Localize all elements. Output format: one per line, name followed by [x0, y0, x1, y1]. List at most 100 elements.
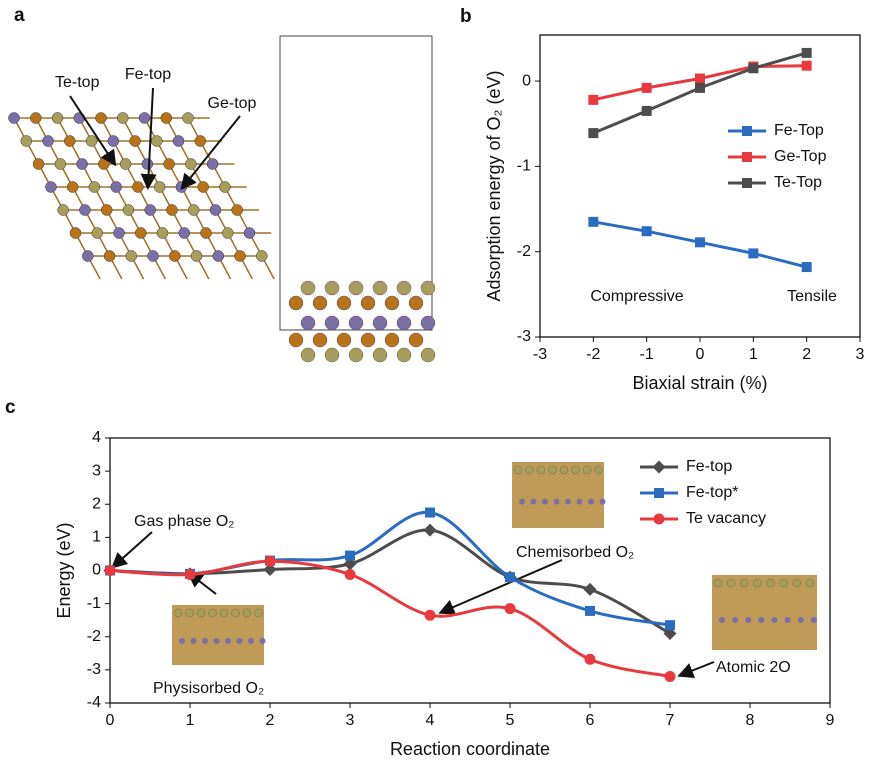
atom [130, 136, 141, 147]
atom [772, 617, 778, 623]
atom [104, 251, 115, 262]
y-tick-label: 3 [92, 462, 101, 479]
atom [397, 316, 411, 330]
atom [727, 579, 735, 587]
legend-marker [654, 514, 665, 525]
atom [758, 617, 764, 623]
atom [82, 251, 93, 262]
atom [151, 136, 162, 147]
marker [585, 654, 596, 665]
marker [505, 572, 515, 582]
atom [719, 617, 725, 623]
atom [337, 296, 351, 310]
atom [714, 579, 722, 587]
y-tick-label: -1 [87, 595, 101, 612]
atom [198, 182, 209, 193]
y-tick-label: -2 [517, 243, 531, 260]
atom [349, 348, 363, 362]
y-tick-label: -3 [517, 328, 531, 345]
marker [695, 83, 705, 93]
atom [9, 113, 20, 124]
atom [361, 296, 375, 310]
atom [67, 182, 78, 193]
x-tick-label: 7 [666, 712, 675, 729]
atom [397, 348, 411, 362]
atom [554, 499, 560, 505]
atom [337, 333, 351, 347]
atom [301, 348, 315, 362]
atom [169, 251, 180, 262]
atom [220, 609, 228, 617]
marker [695, 74, 705, 84]
atom [101, 205, 112, 216]
atom [289, 333, 303, 347]
atom [526, 466, 534, 474]
atom [58, 205, 69, 216]
atom [244, 228, 255, 239]
marker [424, 524, 437, 537]
y-tick-label: -4 [87, 694, 101, 711]
atom [542, 499, 548, 505]
x-tick-label: -2 [586, 346, 600, 363]
atom [732, 617, 738, 623]
atom [577, 499, 583, 505]
chart: c0123456789-4-3-2-101234Reaction coordin… [5, 397, 835, 759]
arrow [183, 116, 240, 187]
atom [237, 638, 243, 644]
atom [145, 205, 156, 216]
atom [588, 499, 594, 505]
atom [77, 159, 88, 170]
marker [105, 565, 116, 576]
atom [183, 113, 194, 124]
atom [185, 159, 196, 170]
atom [225, 638, 231, 644]
atom [209, 609, 217, 617]
y-axis-label: Energy (eV) [54, 522, 74, 618]
legend-label: Ge-Top [774, 148, 827, 165]
atom [89, 182, 100, 193]
atom [232, 609, 240, 617]
marker [748, 248, 758, 258]
figure: a Te-top Fe-top Ge-top b-3-2-10123-3-2-1… [0, 0, 871, 764]
site-label: Fe-top [125, 66, 171, 83]
atom [222, 228, 233, 239]
atom [243, 609, 251, 617]
marker [642, 226, 652, 236]
atom [235, 251, 246, 262]
atom [325, 348, 339, 362]
legend-marker [742, 126, 752, 136]
atom [120, 159, 131, 170]
annotation: Atomic 2O [716, 659, 791, 676]
atom [313, 333, 327, 347]
atom [201, 228, 212, 239]
x-tick-label: 0 [106, 712, 115, 729]
atom [421, 348, 435, 362]
atom [161, 113, 172, 124]
atom [126, 251, 137, 262]
atom [785, 617, 791, 623]
arrows [70, 88, 714, 675]
atom [117, 113, 128, 124]
atom [595, 466, 603, 474]
marker [505, 603, 516, 614]
atom [186, 609, 194, 617]
atom [166, 205, 177, 216]
atom [409, 333, 423, 347]
atom [260, 638, 266, 644]
atom [214, 638, 220, 644]
atom [740, 579, 748, 587]
x-tick-label: -3 [533, 346, 547, 363]
annotation: Compressive [590, 288, 683, 305]
atom [64, 136, 75, 147]
atom [139, 113, 150, 124]
marker [642, 106, 652, 116]
marker [588, 217, 598, 227]
atom [179, 638, 185, 644]
atom [289, 296, 303, 310]
atom [207, 159, 218, 170]
x-tick-label: 6 [586, 712, 595, 729]
atom [114, 228, 125, 239]
y-tick-label: 4 [92, 429, 101, 446]
atom [111, 182, 122, 193]
